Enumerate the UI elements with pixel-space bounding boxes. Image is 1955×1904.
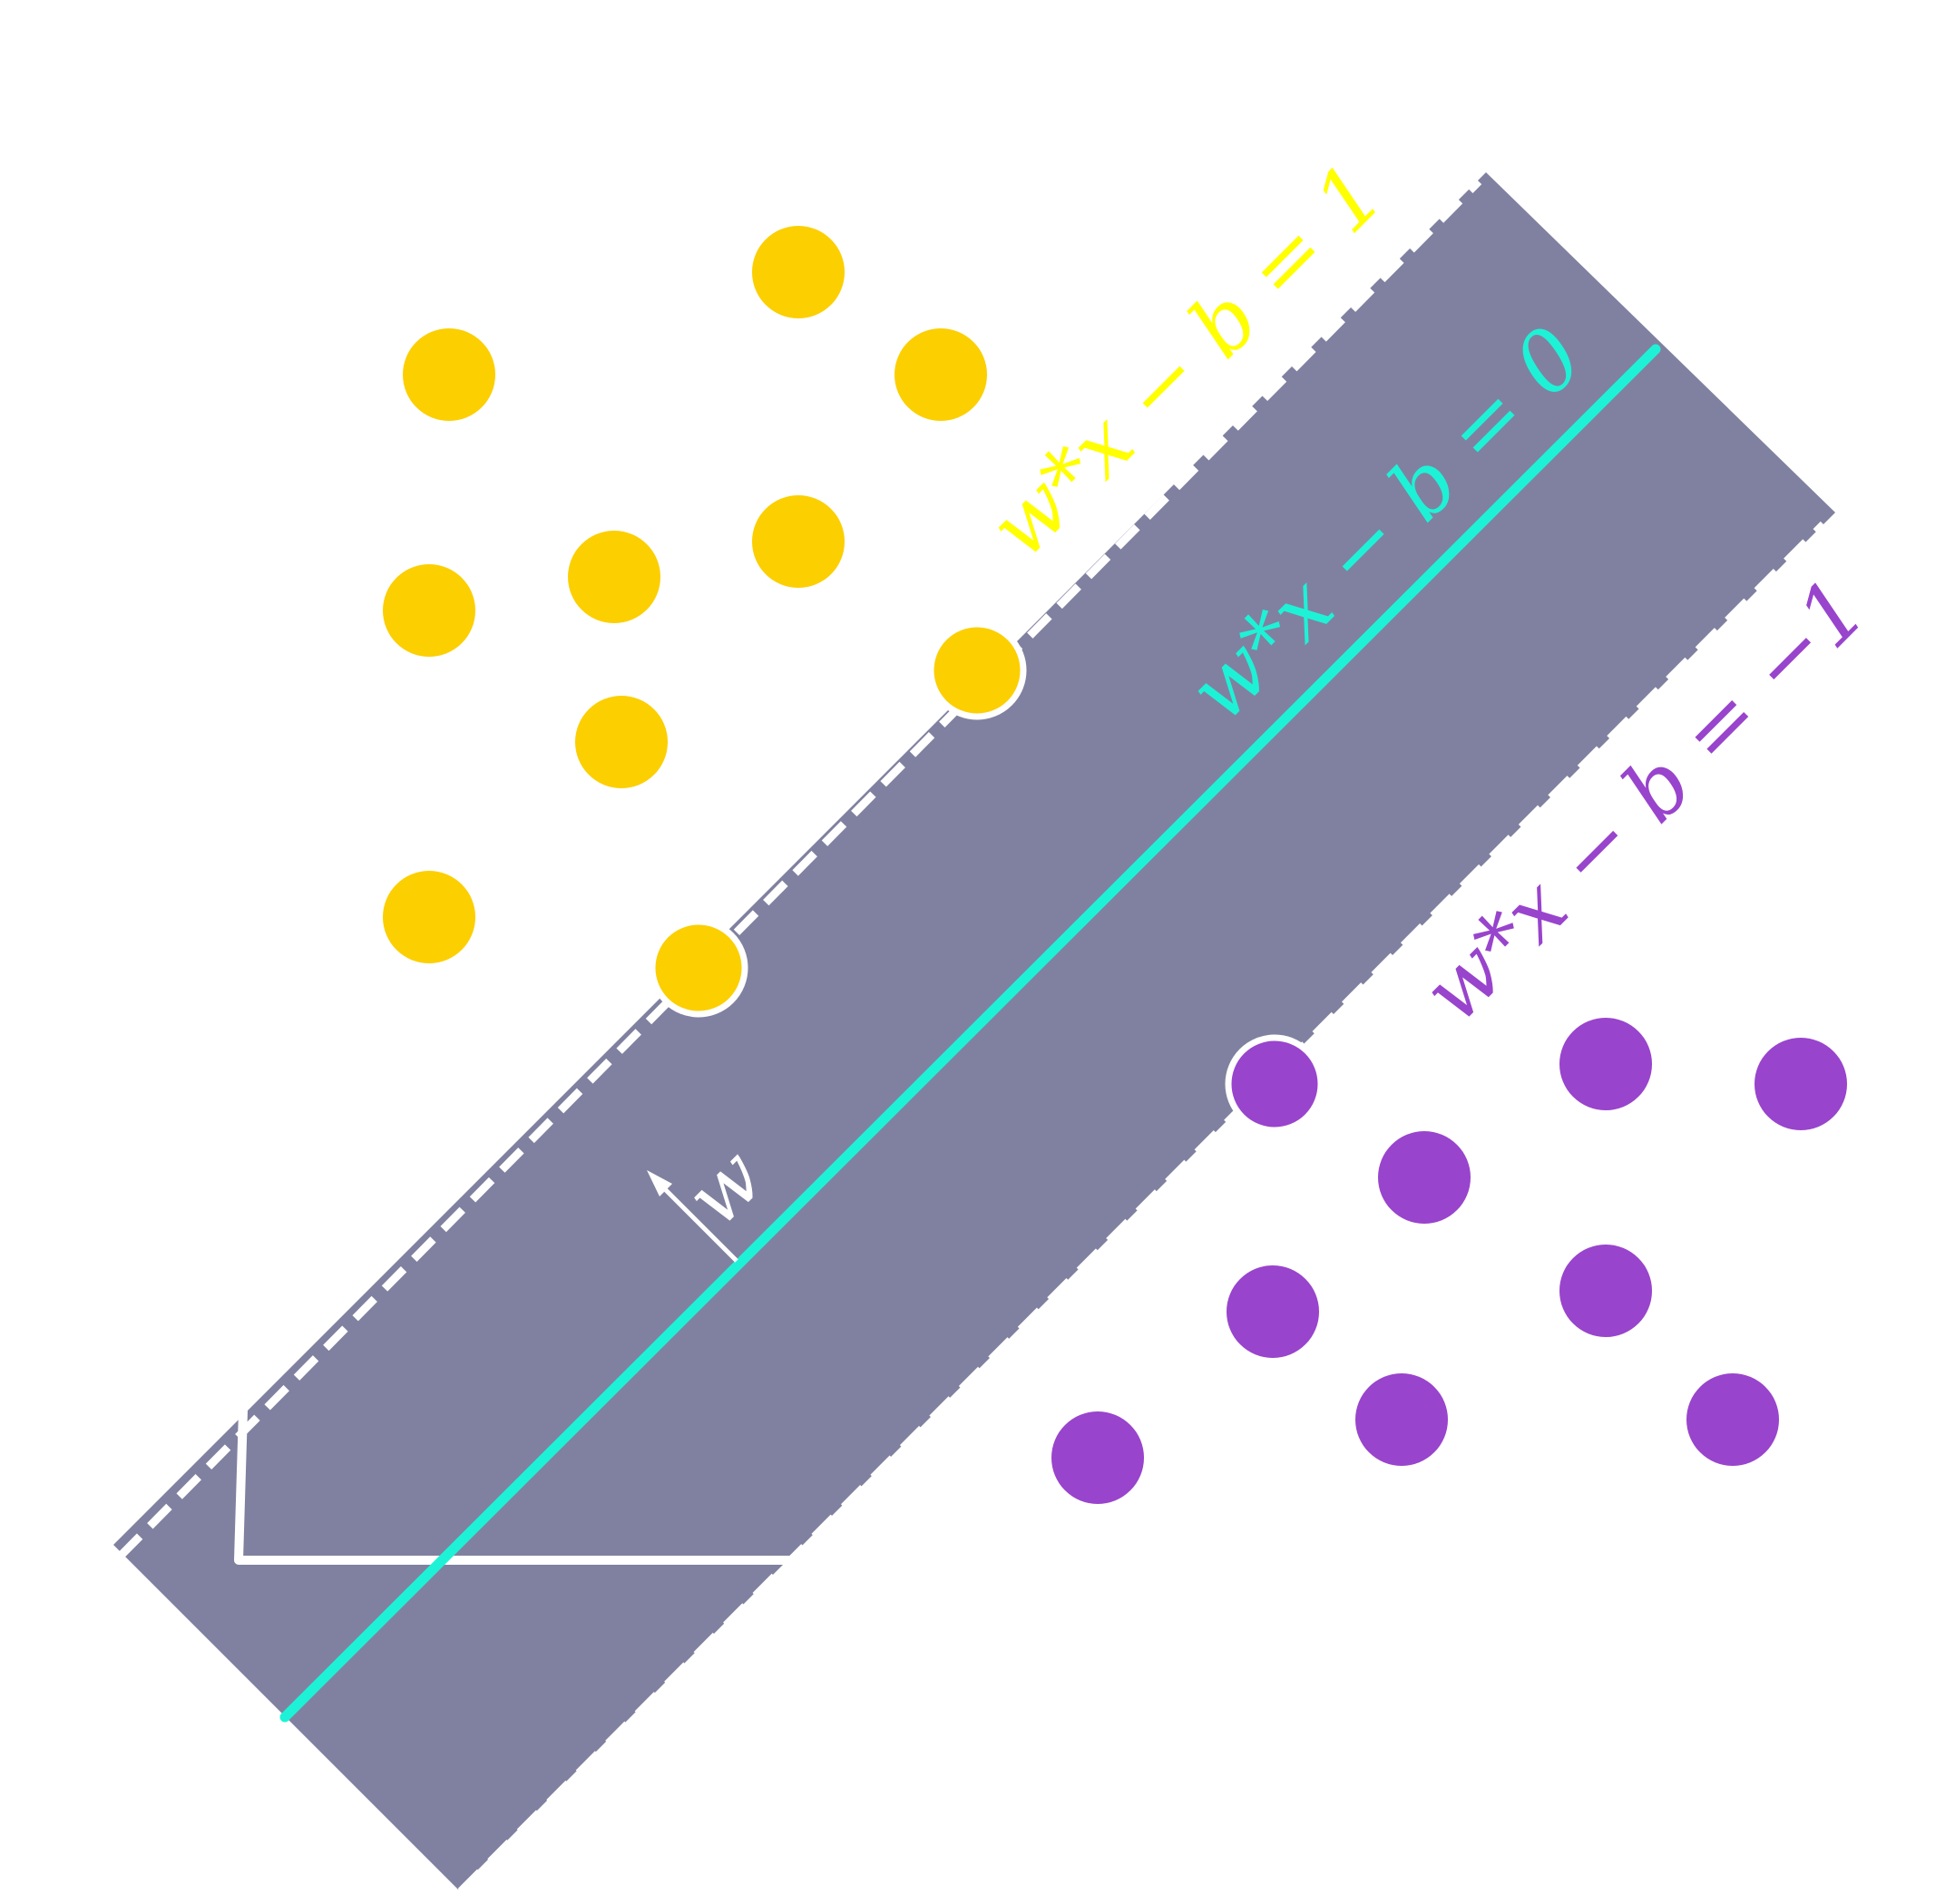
negative-point — [1686, 1373, 1779, 1466]
negative-point — [1559, 1018, 1652, 1110]
positive-point — [894, 328, 987, 421]
negative-point — [1755, 1038, 1847, 1130]
lower-margin-line — [457, 521, 1827, 1895]
positive-support-vector — [927, 620, 1027, 720]
positive-point — [575, 696, 668, 788]
negative-support-vector — [1225, 1034, 1325, 1134]
negative-point — [1355, 1373, 1448, 1466]
right-angle-marker — [234, 1410, 792, 1565]
data-points — [383, 226, 1847, 1504]
normal-vector-arrow — [647, 1170, 738, 1263]
positive-support-vector — [649, 918, 748, 1018]
positive-point — [403, 328, 495, 421]
negative-point — [1378, 1131, 1471, 1224]
upper-margin-line — [117, 178, 1482, 1559]
decision-hyperplane — [279, 344, 1661, 1723]
negative-point — [1559, 1245, 1652, 1337]
positive-point — [383, 564, 475, 657]
positive-point — [383, 871, 475, 963]
positive-point — [752, 226, 845, 318]
positive-point — [752, 495, 845, 588]
positive-point — [568, 531, 660, 623]
negative-point — [1227, 1265, 1319, 1358]
negative-point — [1051, 1411, 1144, 1504]
